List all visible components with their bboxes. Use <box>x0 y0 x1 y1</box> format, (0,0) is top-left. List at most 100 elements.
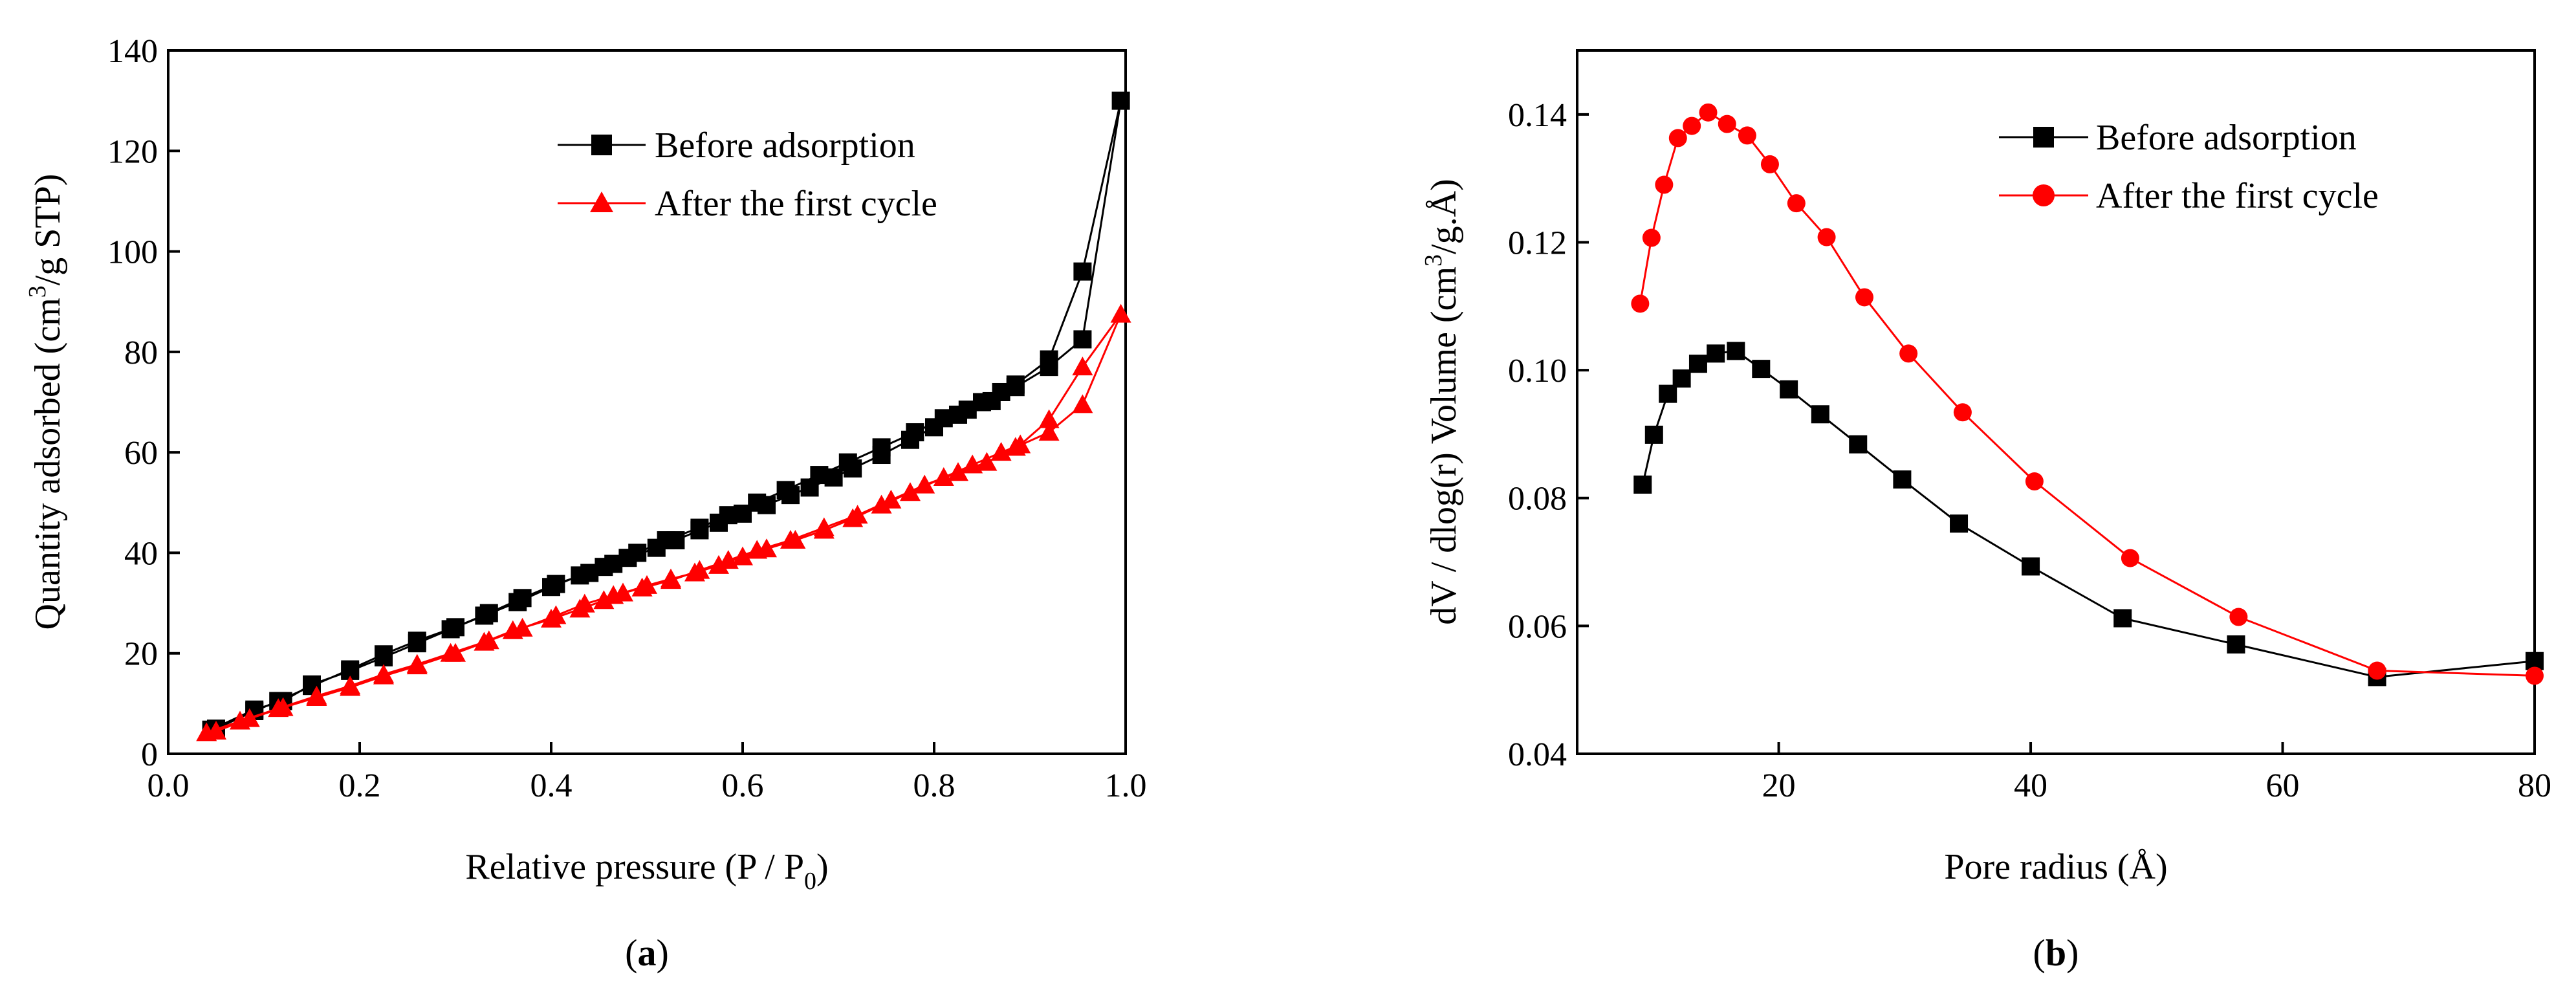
panel-b-data-point <box>2121 549 2139 567</box>
panel-a-y-tick-label: 40 <box>124 535 158 572</box>
panel-a-y-tick-label: 140 <box>107 33 158 70</box>
panel-a-data-point <box>340 677 361 696</box>
panel-b-data-point <box>2368 661 2386 680</box>
panel-a-x-tick-label: 0.2 <box>339 767 381 804</box>
panel-a-data-point <box>603 585 624 604</box>
panel-a-data-point <box>1038 409 1060 428</box>
panel-b-legend-marker-square <box>2033 127 2054 148</box>
panel-a-data-point <box>1072 394 1093 413</box>
panel-a-data-point <box>962 454 983 474</box>
panel-a-legend-label-after: After the first cycle <box>655 184 937 224</box>
panel-a-data-point <box>780 530 801 549</box>
panel-a-y-axis-label: Quantity adsorbed (cm3/g STP) <box>24 174 68 630</box>
panel-b-data-point <box>1817 228 1836 247</box>
panel-a-legend-marker-triangle <box>590 192 613 212</box>
panel-a-data-point <box>976 452 998 471</box>
panel-b-series-line <box>1641 349 2535 678</box>
panel-a-plot-frame <box>167 49 1127 755</box>
panel-b-data-point <box>2025 472 2044 491</box>
panel-a-x-ticks: 0.0 0.2 0.4 0.6 0.8 1.0 <box>147 742 1147 804</box>
panel-b-y-axis-label: dV / dlog(r) Volume (cm3/g.Å) <box>1420 179 1464 624</box>
panel-a-x-tick-label: 0.4 <box>530 767 573 804</box>
panel-a-data-point <box>512 617 533 637</box>
panel-b-y-tick-label: 0.08 <box>1508 481 1567 518</box>
panel-b-data-point <box>1672 369 1691 388</box>
panel-b-data-point <box>1780 380 1798 399</box>
panel-a-data-point <box>982 391 1001 410</box>
panel-b-plot-frame <box>1576 49 2536 755</box>
panel-b-data-point <box>1849 435 1868 454</box>
panel-a-data-point <box>1073 262 1092 281</box>
panel-a-data-point <box>719 506 737 525</box>
panel-a-data-point <box>1006 378 1025 397</box>
panel-a-data-point <box>574 593 595 613</box>
panel-b-x-tick-label: 80 <box>2518 767 2551 804</box>
panel-a-data-point <box>604 554 623 573</box>
panel-b-data-point <box>1855 288 1873 307</box>
panel-b-label: (b) <box>2033 932 2079 974</box>
panel-a-data-point <box>1072 357 1093 376</box>
panel-a-data-point <box>838 453 857 472</box>
panel-a-data-point <box>408 631 426 650</box>
panel-b-legend-item-after: After the first cycle <box>1999 176 2379 216</box>
panel-b-data-point <box>2229 608 2248 626</box>
panel-b-data-point <box>1668 129 1687 148</box>
panel-a: 0.0 0.2 0.4 0.6 0.8 1.0 0 20 40 60 80 100 120 140 Re… <box>24 33 1147 974</box>
panel-a-data-point <box>900 482 921 501</box>
panel-b-y-tick-label: 0.06 <box>1508 608 1567 645</box>
panel-b-y-tick-label: 0.12 <box>1508 225 1567 261</box>
panel-b-data-point <box>1953 403 1972 422</box>
panel-a-data-point <box>373 665 394 685</box>
panel-b-data-point <box>1659 384 1677 403</box>
panel-a-y-tick-label: 80 <box>124 335 158 371</box>
panel-a-data-point <box>813 517 835 536</box>
panel-b-data-point <box>2113 609 2132 628</box>
panel-a-data-point <box>593 590 615 609</box>
panel-b-data-point <box>1811 405 1829 424</box>
panel-a-legend-label-before: Before adsorption <box>655 126 915 166</box>
panel-a-data-point <box>478 630 499 650</box>
panel-a-data-point <box>990 442 1012 461</box>
panel-a-data-point <box>375 645 393 664</box>
panel-b-data-point <box>1631 294 1650 313</box>
panel-b-data-point <box>1752 360 1771 379</box>
panel-b-data-point <box>1718 115 1736 133</box>
panel-a-data-point <box>776 481 795 500</box>
panel-a-data-point <box>847 505 868 524</box>
panel-a-data-point <box>948 462 968 481</box>
panel-b-data-point <box>2227 635 2245 654</box>
panel-b-data-point <box>1893 470 1912 489</box>
panel-a-y-ticks: 0 20 40 60 80 100 120 140 <box>107 33 180 773</box>
panel-b-legend-item-before: Before adsorption <box>1999 118 2357 158</box>
panel-b-data-point <box>1760 155 1779 173</box>
panel-a-data-point <box>239 708 260 727</box>
panel-b-x-tick-label: 40 <box>2014 767 2047 804</box>
panel-b-x-tick-label: 60 <box>2266 767 2300 804</box>
panel-a-data-point <box>206 721 226 740</box>
panel-a-data-point <box>580 564 599 582</box>
panel-b-data-point <box>1642 228 1661 247</box>
panel-b-data-point <box>1683 116 1701 135</box>
panel-a-data-point <box>628 543 647 562</box>
panel-b-data-point <box>1633 475 1652 494</box>
panel-b-legend-label-before: Before adsorption <box>2096 118 2357 158</box>
panel-b-x-axis-label: Pore radius (Å) <box>1944 847 2167 887</box>
panel-a-data-point <box>446 618 464 637</box>
panel-a-data-point <box>1073 330 1092 349</box>
panel-a-data-point <box>933 467 954 486</box>
panel-b-data-point <box>1950 514 1969 533</box>
panel-b-data-point <box>1707 344 1725 363</box>
panel-b-legend-label-after: After the first cycle <box>2096 176 2379 216</box>
panel-a-data-point <box>871 494 892 514</box>
panel-b-series-after <box>1631 103 2544 685</box>
panel-b-data-point <box>2022 557 2040 576</box>
panel-b-series-line <box>1639 111 2535 677</box>
panel-a-y-tick-label: 20 <box>124 636 158 673</box>
panel-a-data-point <box>880 489 902 509</box>
panel-b-data-point <box>1787 194 1806 213</box>
panel-a-data-point <box>513 589 532 608</box>
panel-b: 20 40 60 80 0.04 0.06 0.08 0.10 0.12 0.14 Pore r… <box>1420 49 2551 974</box>
panel-a-data-point <box>1111 91 1130 110</box>
